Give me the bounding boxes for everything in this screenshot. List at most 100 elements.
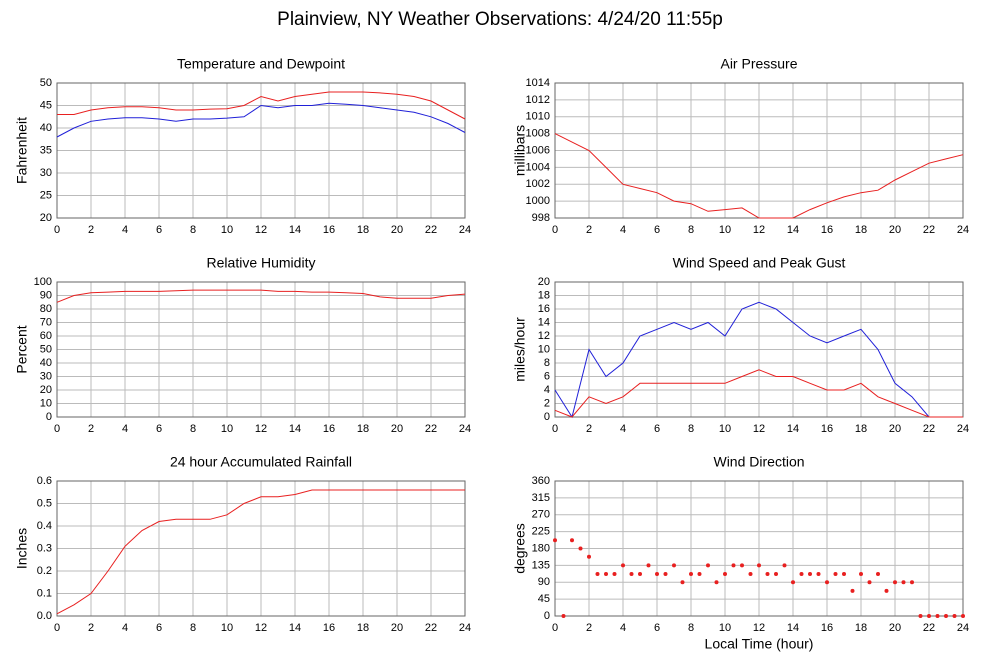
x-tick-label: 2: [88, 622, 94, 634]
y-tick-label: 90: [538, 576, 550, 588]
x-tick-label: 4: [620, 622, 626, 634]
y-tick-label: 0: [544, 610, 550, 622]
x-tick-label: 24: [459, 622, 471, 634]
y-tick-label: 12: [538, 330, 550, 342]
y-tick-label: 40: [40, 122, 52, 134]
x-tick-label: 18: [357, 423, 369, 435]
y-tick-label: 70: [40, 316, 52, 328]
data-point: [867, 580, 872, 585]
x-tick-label: 2: [88, 224, 94, 236]
x-tick-label: 6: [156, 224, 162, 236]
chart-title: 24 hour Accumulated Rainfall: [170, 454, 352, 470]
x-tick-label: 4: [620, 423, 626, 435]
x-tick-label: 20: [391, 423, 403, 435]
y-tick-label: 1004: [526, 161, 550, 173]
data-point: [553, 538, 557, 543]
y-axis-label: Percent: [14, 325, 30, 373]
series-line: [56, 102, 466, 138]
data-point: [706, 563, 710, 568]
y-tick-label: 270: [532, 509, 550, 521]
y-tick-label: 1012: [526, 94, 550, 106]
data-point: [655, 572, 659, 576]
x-tick-label: 16: [821, 224, 833, 236]
y-tick-label: 1006: [526, 144, 550, 156]
x-tick-label: 20: [889, 622, 901, 634]
x-tick-label: 22: [425, 224, 437, 236]
x-tick-label: 20: [889, 423, 901, 435]
x-tick-label: 24: [957, 622, 969, 634]
x-tick-label: 24: [459, 224, 471, 236]
x-tick-label: 6: [156, 423, 162, 435]
y-axis-label: miles/hour: [512, 317, 528, 382]
y-tick-label: 30: [40, 370, 52, 382]
x-tick-label: 14: [787, 423, 799, 435]
data-point: [740, 563, 744, 568]
x-tick-label: 24: [957, 224, 969, 236]
data-point: [714, 580, 719, 585]
y-tick-label: 10: [538, 343, 550, 355]
data-point: [935, 614, 940, 618]
y-tick-label: 135: [532, 559, 550, 571]
series-line: [56, 489, 465, 615]
y-tick-label: 20: [40, 212, 52, 224]
data-point: [961, 614, 965, 618]
y-tick-label: 1014: [526, 77, 550, 89]
x-tick-label: 4: [620, 224, 626, 236]
y-tick-label: 45: [40, 99, 52, 111]
y-tick-label: 35: [40, 144, 52, 156]
y-tick-label: 80: [40, 303, 52, 315]
y-tick-label: 0.0: [37, 610, 52, 622]
series-line: [56, 289, 466, 303]
x-tick-label: 12: [753, 622, 765, 634]
chart-title: Air Pressure: [720, 56, 797, 72]
x-tick-label: 22: [923, 423, 935, 435]
data-point: [791, 580, 795, 585]
x-tick-label: 10: [719, 224, 731, 236]
x-tick-label: 12: [255, 423, 267, 435]
y-axis-label: Inches: [14, 528, 30, 569]
data-point: [893, 580, 897, 585]
y-tick-label: 90: [40, 289, 52, 301]
x-tick-label: 16: [821, 622, 833, 634]
series-line: [57, 91, 466, 120]
x-tick-label: 0: [54, 224, 60, 236]
x-tick-label: 18: [357, 622, 369, 634]
y-tick-label: 20: [40, 384, 52, 396]
x-tick-label: 14: [787, 224, 799, 236]
data-point: [850, 588, 855, 593]
y-tick-label: 16: [538, 303, 550, 315]
y-tick-label: 45: [538, 593, 550, 605]
data-point: [927, 614, 931, 618]
data-point: [629, 572, 634, 576]
chart-title: Wind Direction: [713, 454, 804, 470]
data-point: [757, 563, 761, 568]
x-tick-label: 14: [289, 622, 301, 634]
x-tick-label: 12: [753, 224, 765, 236]
x-tick-label: 2: [88, 423, 94, 435]
x-tick-label: 0: [54, 622, 60, 634]
x-tick-label: 18: [855, 423, 867, 435]
x-tick-label: 2: [586, 224, 592, 236]
y-tick-label: 225: [532, 526, 550, 538]
data-point: [825, 580, 829, 585]
data-point: [799, 572, 804, 576]
x-axis-label: Local Time (hour): [705, 636, 814, 652]
x-tick-label: 16: [323, 423, 335, 435]
data-point: [765, 572, 770, 576]
y-tick-label: 998: [532, 212, 550, 224]
y-tick-label: 25: [40, 189, 52, 201]
y-tick-label: 0.1: [37, 587, 52, 599]
plot-frame: [554, 480, 964, 617]
data-point: [578, 546, 583, 551]
data-point: [672, 563, 676, 568]
y-tick-label: 14: [538, 316, 550, 328]
x-tick-label: 14: [289, 224, 301, 236]
data-point: [689, 572, 693, 576]
data-point: [612, 572, 617, 576]
chart-title: Temperature and Dewpoint: [177, 56, 345, 72]
x-tick-label: 16: [323, 622, 335, 634]
y-tick-label: 0.2: [37, 565, 52, 577]
y-tick-label: 0.6: [37, 475, 52, 487]
x-tick-label: 10: [719, 423, 731, 435]
